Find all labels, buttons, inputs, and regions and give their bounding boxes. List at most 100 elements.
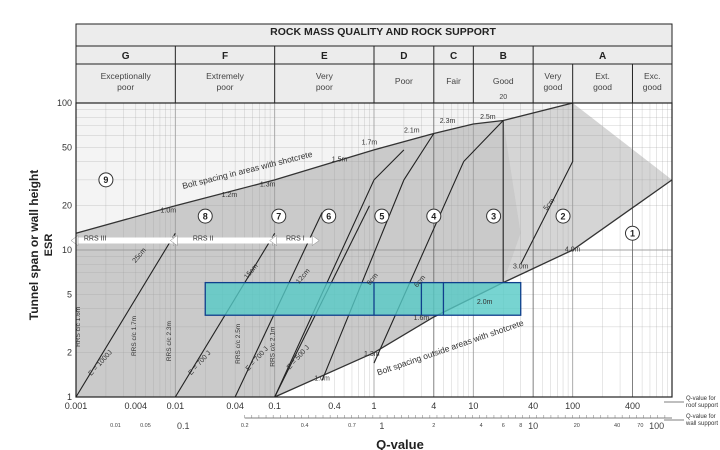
class-label: poor: [316, 82, 333, 92]
chart-annotation: 3.0m: [513, 263, 529, 270]
region-marker-circle: [197, 208, 213, 224]
wall-tick-label: 4: [480, 423, 483, 429]
chart-annotation: RRS I: [286, 236, 305, 243]
x-axis-label: Q-value: [376, 437, 424, 450]
class-letter: A: [599, 51, 606, 62]
region-bolts: [503, 103, 672, 283]
y-tick-label: 50: [62, 142, 72, 152]
wall-tick-label: 6: [502, 423, 505, 429]
class-label: good: [593, 82, 612, 92]
x-tick-label: 0.04: [226, 401, 244, 411]
region-marker-label: 2: [561, 211, 566, 221]
region-marker-label: 1: [630, 228, 635, 238]
class-letter: F: [222, 51, 228, 62]
wall-tick-label: 10: [528, 421, 538, 431]
energy-line: [75, 233, 176, 398]
chart-annotation: 1.5m: [332, 156, 348, 163]
class-letter: G: [122, 51, 130, 62]
region-marker-circle: [98, 172, 114, 188]
y-tick-label: 5: [67, 289, 72, 299]
chart-annotation: 1.3m: [260, 182, 276, 189]
x-tick-label: 1: [371, 401, 376, 411]
x-tick-label: 0.001: [65, 401, 88, 411]
class-label: poor: [216, 82, 233, 92]
region-marker-label: 9: [103, 175, 108, 185]
x-tick-label: 0.004: [125, 401, 148, 411]
region-marker-circle: [321, 208, 337, 224]
y-tick-label: 1: [67, 392, 72, 402]
class-letter: D: [400, 51, 407, 62]
wall-tick-label: 0.4: [301, 423, 309, 429]
region-marker-label: 6: [326, 211, 331, 221]
support-class-line: [520, 103, 574, 265]
class-label: good: [643, 82, 662, 92]
chart-annotation: 2.0m: [477, 299, 493, 306]
y-tick-label: 2: [67, 348, 72, 358]
wall-tick-label: 70: [637, 423, 643, 429]
class-label: Ext.: [595, 71, 610, 81]
chart-annotation: 1.3m: [364, 351, 380, 358]
x-tick-label: 0.4: [328, 401, 341, 411]
class-label: Exceptionally: [101, 71, 152, 81]
region-marker-label: 4: [431, 211, 436, 221]
region-marker-label: 5: [379, 211, 384, 221]
wall-tick-label: 0.7: [348, 423, 356, 429]
wall-support-note: wall support: [685, 421, 718, 427]
chart-annotation: 1.0m: [314, 375, 330, 382]
class-header: GExceptionallypoorFExtremelypoorEVerypoo…: [75, 23, 673, 104]
class-letter: C: [450, 51, 457, 62]
region-marker-circle: [271, 208, 287, 224]
region-marker-circle: [426, 208, 442, 224]
chart-annotation: RRS II: [193, 236, 214, 243]
x-tick-label: 100: [565, 401, 580, 411]
region-marker-label: 7: [276, 211, 281, 221]
chart-annotation: 2.1m: [404, 127, 420, 134]
x-tick-label: 400: [625, 401, 640, 411]
wall-tick-label: 100: [649, 421, 664, 431]
class-letter: E: [321, 51, 328, 62]
class-label: Extremely: [206, 71, 245, 81]
roof-support-note: roof support: [686, 403, 718, 409]
rrs-arrow-head: [169, 235, 178, 247]
chart-annotation: RRS c/c 2.1m: [270, 327, 277, 367]
y-tick-label: 100: [57, 98, 72, 108]
roof-support-note: Q-value for: [686, 396, 716, 402]
chart-annotation: 1.0m: [161, 207, 177, 214]
x-tick-label: 4: [431, 401, 436, 411]
y-axis-label: Tunnel span or wall height: [27, 170, 41, 320]
wall-tick-label: 40: [614, 423, 620, 429]
y-tick-label: 10: [62, 245, 72, 255]
class-label: Good: [493, 76, 514, 86]
chart-annotation: 1.7m: [362, 140, 378, 147]
y-tick-label: 20: [62, 201, 72, 211]
class-label: Poor: [395, 76, 413, 86]
class-sub-label: 20: [499, 94, 507, 101]
wall-tick-label: 0.01: [110, 423, 121, 429]
rrs-arrow-head: [311, 235, 320, 247]
region-marker-circle: [624, 225, 640, 241]
wall-tick-label: 1: [379, 421, 384, 431]
region-markers: 9 8 7 6 5 4 3 2 1: [98, 172, 640, 241]
chart-annotation: 1.6m: [414, 315, 430, 322]
bolt-spacing-line-shotcrete: [75, 102, 573, 234]
class-label: Fair: [446, 76, 461, 86]
wall-tick-label: 8: [519, 423, 522, 429]
wall-tick-label: 2: [432, 423, 435, 429]
x-tick-label: 0.01: [167, 401, 185, 411]
class-label: Exc.: [644, 71, 661, 81]
chart-annotation: RRS c/c 2.3m: [166, 321, 173, 361]
region-dense: [76, 120, 521, 397]
class-letter: B: [500, 51, 507, 62]
chart-annotation: RRS III: [84, 236, 107, 243]
x-tick-label: 10: [468, 401, 478, 411]
wall-tick-label: 0.1: [177, 421, 190, 431]
x-tick-label: 40: [528, 401, 538, 411]
wall-support-note: Q-value for: [686, 414, 716, 420]
chart-annotation: 2.3m: [440, 118, 456, 125]
chart-annotation: 1.2m: [222, 192, 238, 199]
y-axis-label-esr: ESR: [43, 234, 55, 257]
wall-tick-label: 20: [574, 423, 580, 429]
region-marker-label: 3: [491, 211, 496, 221]
